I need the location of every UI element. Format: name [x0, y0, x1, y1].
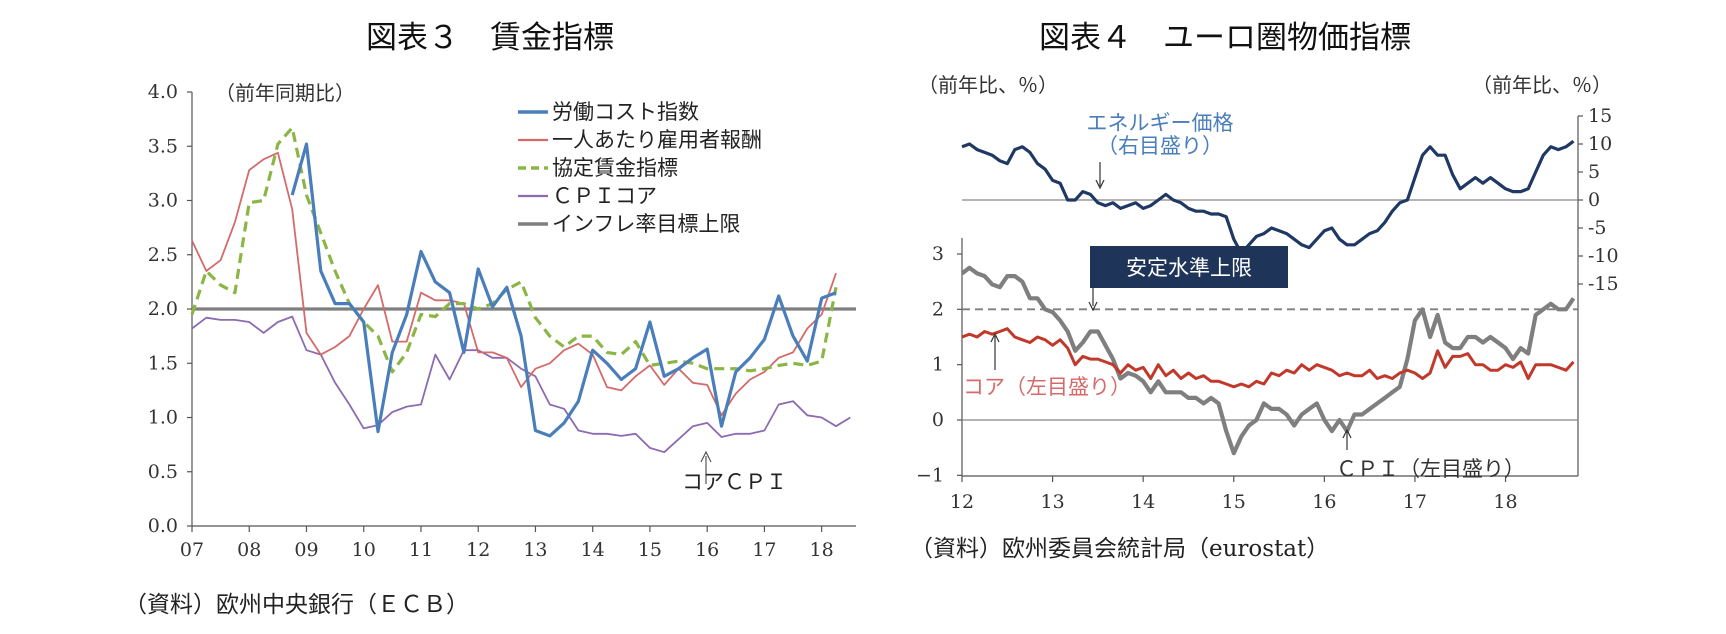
- chart3-y-tick-label: 1.0: [148, 407, 178, 429]
- chart3-y-tick-label: 2.0: [148, 298, 178, 320]
- chart3-y-tick-label: 3.5: [148, 135, 178, 157]
- chart3-x-tick-label: 07: [180, 539, 204, 561]
- chart4-title: 図表４ ユーロ圏物価指標: [1039, 20, 1411, 56]
- cpi-arrowhead: [1342, 428, 1352, 439]
- stable-level-label: 安定水準上限: [1126, 256, 1252, 280]
- chart3-x-ticks: 07 08 09 10 11 12 13 14 15 16 17 18: [180, 526, 834, 561]
- stable-level-arrowhead: [1088, 301, 1098, 312]
- chart3-x-tick-label: 11: [409, 539, 433, 561]
- chart3-legend-label: 労働コスト指数: [552, 100, 699, 124]
- chart3-series: [190, 126, 856, 454]
- chart4-left-y-tick-label: 2: [932, 298, 944, 320]
- chart3-legend-label: 一人あたり雇用者報酬: [552, 128, 762, 152]
- chart3-annotation-core-cpi: コアＣＰＩ: [682, 470, 787, 494]
- chart4-series-line-2: [960, 265, 1576, 456]
- chart4-right-y-tick-label: 5: [1588, 161, 1600, 183]
- chart4-left-y-tick-label: 0: [932, 409, 944, 431]
- chart4-right-y-ticks: 15 10 5 0 -5 -10 -15: [1578, 105, 1619, 295]
- chart3-x-tick-label: 08: [237, 539, 261, 561]
- chart3-unit-label: （前年同期比）: [215, 81, 355, 105]
- chart3-y-ticks: 4.0 3.5 3.0 2.5 2.0 1.5 1.0 0.5 0.0: [148, 81, 192, 537]
- energy-arrowhead: [1095, 179, 1105, 190]
- chart3-x-tick-label: 16: [695, 539, 719, 561]
- chart3-x-tick-label: 17: [752, 539, 776, 561]
- chart3-y-tick-label: 3.0: [148, 190, 178, 212]
- chart3-annotation-arrowhead: [700, 450, 712, 463]
- chart4-series: [960, 139, 1578, 456]
- chart4-series-line-1: [961, 327, 1575, 389]
- chart4-left-unit-label: （前年比、％）: [918, 73, 1058, 97]
- chart3-y-tick-label: 1.5: [148, 352, 178, 374]
- energy-annotation: エネルギー価格: [1087, 111, 1234, 135]
- chart3-x-tick-label: 15: [638, 539, 662, 561]
- chart4-right-y-tick-label: 15: [1588, 105, 1612, 127]
- chart3-legend-label: インフレ率目標上限: [552, 212, 740, 236]
- chart3-x-tick-label: 13: [523, 539, 547, 561]
- chart3-y-tick-label: 4.0: [148, 81, 178, 103]
- chart3-x-tick-label: 12: [466, 539, 490, 561]
- chart3-series-line-2: [190, 126, 838, 374]
- chart3-title: 図表３ 賃金指標: [366, 20, 614, 56]
- chart4-right-y-tick-label: -15: [1588, 273, 1619, 295]
- chart4-x-tick-label: 14: [1131, 491, 1155, 513]
- stable-level-label-box: [1090, 246, 1288, 288]
- chart3-x-tick-label: 09: [294, 539, 318, 561]
- chart3-x-tick-label: 14: [581, 539, 605, 561]
- chart4-x-ticks: 12 13 14 15 16 17 18: [950, 476, 1518, 513]
- chart3-x-tick-label: 18: [810, 539, 834, 561]
- chart4-x-tick-label: 16: [1312, 491, 1336, 513]
- chart4-x-tick-label: 13: [1040, 491, 1064, 513]
- chart4-x-tick-label: 18: [1493, 491, 1517, 513]
- chart3-series-line-3: [191, 315, 851, 454]
- chart4-series-line-0: [961, 139, 1575, 255]
- chart3-x-tick-label: 10: [352, 539, 376, 561]
- chart3-legend-label: ＣＰＩコア: [552, 184, 657, 208]
- chart3-series-line-0: [290, 142, 837, 438]
- chart4-x-tick-label: 12: [950, 491, 974, 513]
- chart4-left-y-ticks: 3 2 1 0 −1: [916, 243, 962, 486]
- chart4-right-y-tick-label: -10: [1588, 245, 1619, 267]
- chart3: 図表３ 賃金指標 （前年同期比） 4.0 3.5 3.0 2.5 2.0 1.5 1.0 0.…: [124, 20, 856, 618]
- cpi-annotation: ＣＰＩ（左目盛り）: [1336, 457, 1525, 481]
- chart4-x-tick-label: 17: [1403, 491, 1427, 513]
- core-annotation: コア（左目盛り）: [963, 375, 1131, 399]
- chart4-left-y-tick-label: −1: [916, 464, 944, 486]
- chart4-right-y-tick-label: -5: [1588, 217, 1607, 239]
- chart4-right-unit-label: （前年比、％）: [1472, 73, 1612, 97]
- chart3-y-tick-label: 0.5: [148, 461, 178, 483]
- chart3-source: （資料）欧州中央銀行（ＥＣＢ）: [124, 592, 469, 618]
- energy-axis-annotation: （右目盛り）: [1097, 134, 1223, 158]
- chart3-y-tick-label: 2.5: [148, 244, 178, 266]
- chart4-right-y-tick-label: 10: [1588, 133, 1612, 155]
- chart4-x-tick-label: 15: [1222, 491, 1246, 513]
- chart4-left-y-tick-label: 1: [932, 354, 944, 376]
- chart3-legend-label: 協定賃金指標: [552, 156, 678, 180]
- chart4-left-y-tick-label: 3: [932, 243, 944, 265]
- chart4-source: （資料）欧州委員会統計局（eurostat）: [910, 536, 1329, 562]
- core-arrowhead: [990, 332, 1000, 343]
- chart4-right-y-tick-label: 0: [1588, 189, 1600, 211]
- chart3-y-tick-label: 0.0: [148, 515, 178, 537]
